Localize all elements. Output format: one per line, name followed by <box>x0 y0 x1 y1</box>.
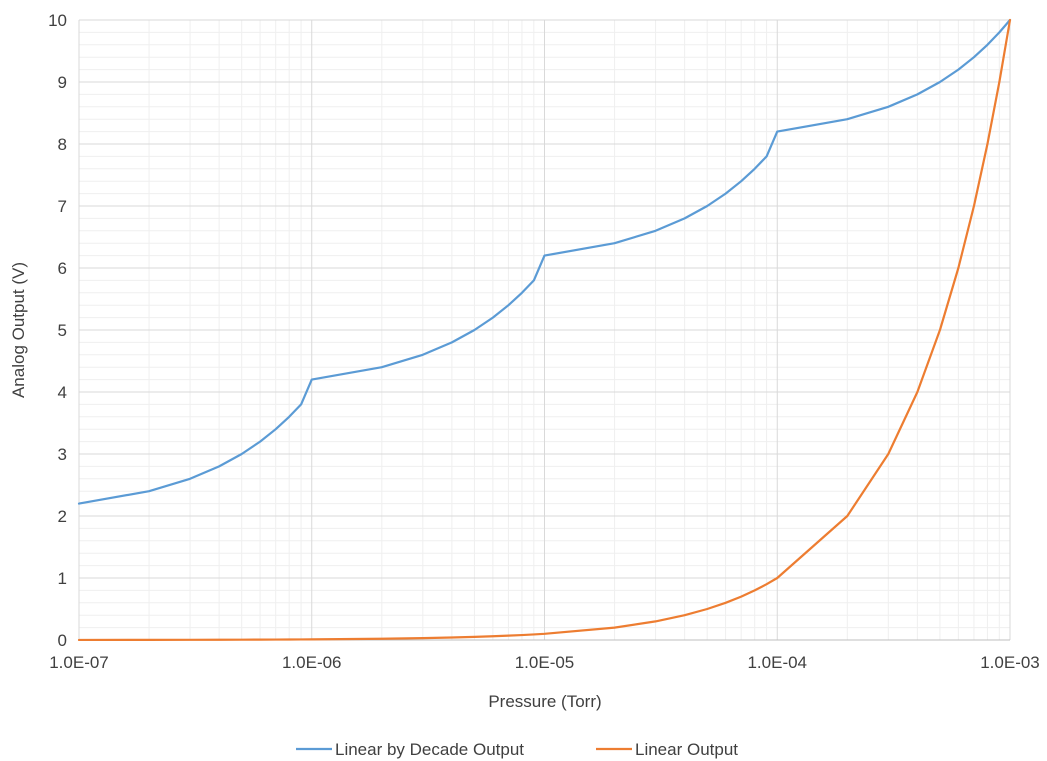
y-tick-label: 2 <box>58 507 67 526</box>
x-tick-label: 1.0E-05 <box>515 653 575 672</box>
y-axis-title: Analog Output (V) <box>9 262 28 398</box>
y-tick-label: 1 <box>58 569 67 588</box>
y-tick-label: 4 <box>58 383 67 402</box>
legend-label: Linear by Decade Output <box>335 740 524 759</box>
x-tick-label: 1.0E-07 <box>49 653 109 672</box>
major-gridlines <box>78 19 1011 641</box>
legend: Linear by Decade Output Linear Output <box>296 740 738 759</box>
series-line-linear-output <box>77 18 1012 642</box>
y-tick-label: 7 <box>58 197 67 216</box>
x-tick-label: 1.0E-04 <box>747 653 807 672</box>
x-tick-label: 1.0E-06 <box>282 653 342 672</box>
series-line-linear-by-decade-output <box>77 18 1012 505</box>
y-tick-label: 9 <box>58 73 67 92</box>
x-axis-title: Pressure (Torr) <box>488 692 601 711</box>
y-tick-label: 6 <box>58 259 67 278</box>
y-tick-label: 0 <box>58 631 67 650</box>
y-tick-label: 5 <box>58 321 67 340</box>
series-lines <box>77 18 1012 642</box>
x-axis-tick-labels: 1.0E-07 1.0E-06 1.0E-05 1.0E-04 1.0E-03 <box>49 653 1040 672</box>
legend-label: Linear Output <box>635 740 738 759</box>
y-axis-tick-labels: 0 1 2 3 4 5 6 7 8 9 10 <box>48 11 67 650</box>
y-tick-label: 10 <box>48 11 67 30</box>
y-tick-label: 3 <box>58 445 67 464</box>
x-tick-label: 1.0E-03 <box>980 653 1040 672</box>
y-tick-label: 8 <box>58 135 67 154</box>
